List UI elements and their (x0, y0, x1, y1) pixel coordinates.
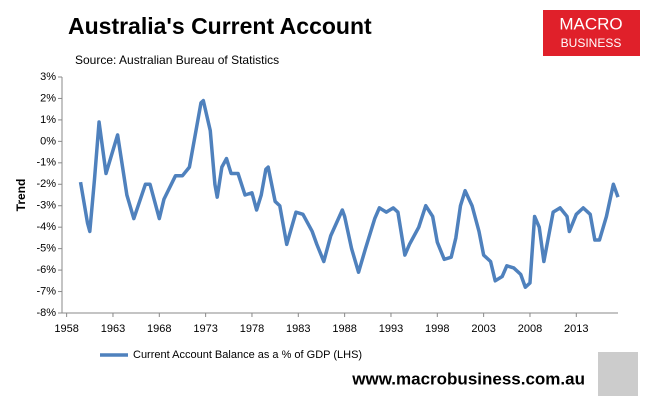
x-tick-label: 2003 (471, 323, 495, 335)
x-tick-label: 1998 (425, 323, 449, 335)
x-tick-label: 1963 (101, 323, 125, 335)
data-line (78, 98, 620, 290)
y-tick-label: -8% (36, 307, 56, 319)
brand-image (598, 352, 638, 396)
y-tick-label: 1% (40, 114, 56, 126)
y-tick-label: -5% (36, 243, 56, 255)
y-tick-label: -6% (36, 264, 56, 276)
y-tick-label: 0% (40, 135, 56, 147)
y-tick-label: -2% (36, 178, 56, 190)
footer-url: www.macrobusiness.com.au (351, 369, 585, 388)
x-tick-label: 2008 (518, 323, 542, 335)
brand-text: BUSINESS (561, 36, 622, 50)
y-tick-label: -1% (36, 157, 56, 169)
x-tick-label: 2013 (564, 323, 588, 335)
x-tick-label: 1988 (332, 323, 356, 335)
brand-text: MACRO (559, 14, 622, 33)
y-tick-label: 3% (40, 71, 56, 83)
x-tick-label: 1983 (286, 323, 310, 335)
y-tick-label: 2% (40, 92, 56, 104)
x-tick-label: 1973 (193, 323, 217, 335)
legend-label: Current Account Balance as a % of GDP (L… (133, 349, 362, 361)
y-tick-label: -3% (36, 200, 56, 212)
x-tick-label: 1993 (379, 323, 403, 335)
y-tick-label: -7% (36, 285, 56, 297)
x-tick-label: 1968 (147, 323, 171, 335)
chart-title: Australia's Current Account (68, 13, 372, 39)
x-tick-label: 1978 (240, 323, 264, 335)
brand-logo (543, 10, 640, 56)
y-axis-label: Trend (14, 179, 28, 212)
y-tick-label: -4% (36, 221, 56, 233)
x-tick-label: 1958 (54, 323, 78, 335)
chart-subtitle: Source: Australian Bureau of Statistics (75, 53, 279, 67)
